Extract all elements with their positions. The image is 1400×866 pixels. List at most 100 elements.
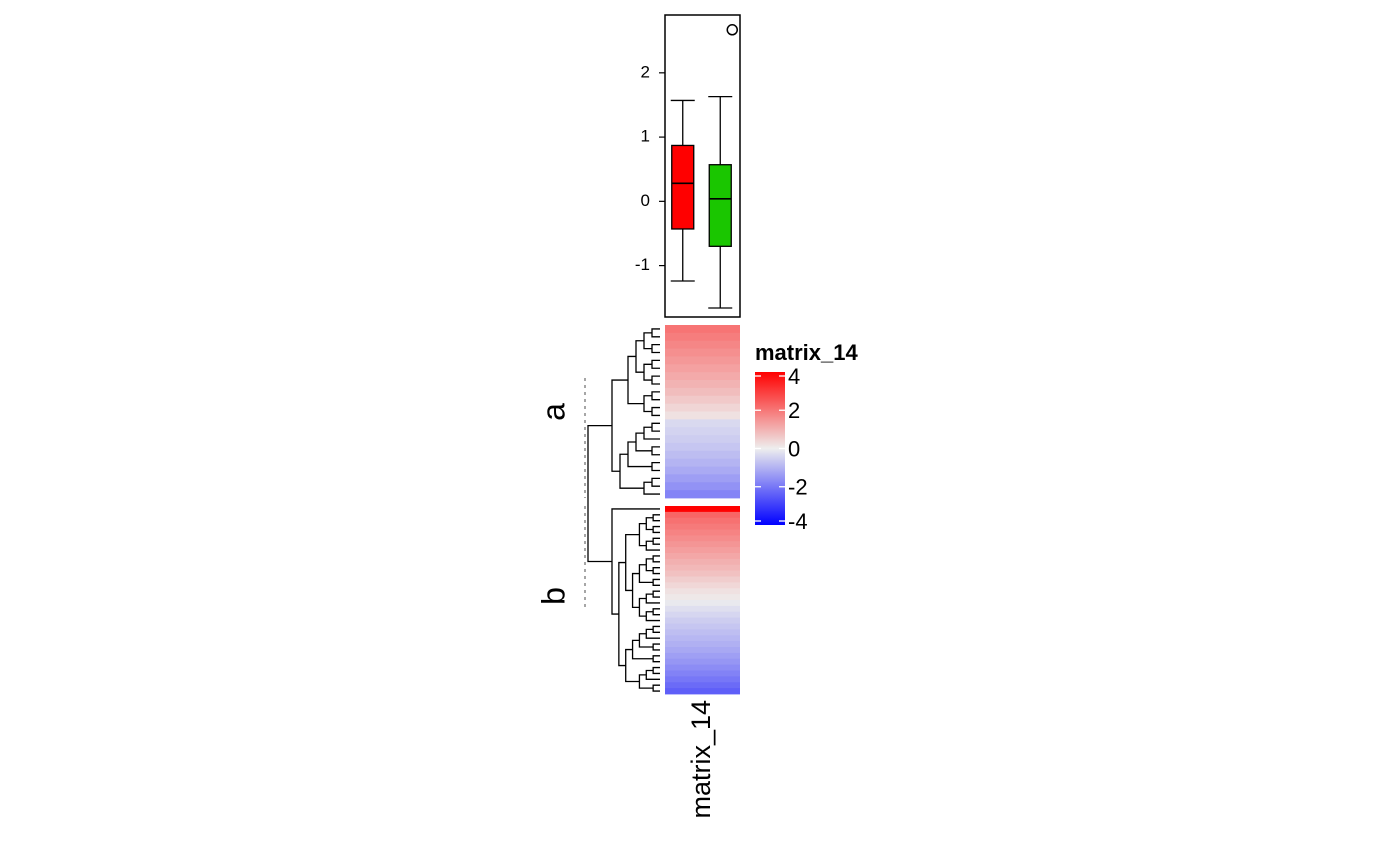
heatmap-cell bbox=[665, 594, 740, 601]
dendrogram-branch bbox=[638, 633, 654, 648]
heatmap-cell bbox=[665, 380, 740, 389]
row-dendrogram bbox=[587, 328, 660, 692]
dendrogram-branch bbox=[651, 375, 660, 385]
heatmap-cell bbox=[665, 442, 740, 452]
outlier-point bbox=[726, 24, 738, 36]
heatmap-cell bbox=[665, 641, 740, 648]
dendrogram-root bbox=[587, 424, 612, 563]
box-plot-frame bbox=[664, 14, 741, 318]
y-tick-label: -1 bbox=[635, 255, 650, 274]
y-tick-label: 1 bbox=[641, 127, 650, 146]
legend-tick-label: -2 bbox=[788, 475, 808, 500]
dendrogram-branch bbox=[638, 597, 647, 617]
heatmap-cell bbox=[665, 340, 740, 349]
heatmap-cell bbox=[665, 576, 740, 583]
box-a bbox=[671, 144, 695, 230]
dendrogram-branch bbox=[651, 391, 660, 401]
heatmap-cell bbox=[665, 419, 740, 428]
heatmap-cell bbox=[665, 611, 740, 619]
heatmap-cell bbox=[665, 511, 740, 519]
box-b bbox=[708, 164, 732, 247]
heatmap-cell bbox=[665, 582, 740, 589]
dendrogram-branch bbox=[645, 540, 660, 551]
color-legend: matrix_144 2 0 -2 -4 bbox=[755, 340, 859, 534]
heatmap-cell bbox=[665, 588, 740, 595]
heatmap-cell bbox=[665, 570, 740, 577]
heatmap-cell bbox=[665, 364, 740, 373]
heatmap-cell bbox=[665, 506, 740, 513]
heatmap-cell bbox=[665, 541, 740, 548]
dendrogram-branch bbox=[651, 477, 660, 487]
dendrogram-branch bbox=[645, 669, 660, 680]
dendrogram-branch bbox=[651, 328, 660, 338]
heatmap-cell bbox=[665, 517, 740, 525]
dendrogram-branch bbox=[652, 514, 660, 522]
dendrogram-branch bbox=[651, 359, 660, 369]
heatmap-cell bbox=[665, 652, 740, 660]
dendrogram-branch bbox=[635, 432, 652, 452]
dendrogram-branch bbox=[652, 684, 660, 692]
heatmap-cell bbox=[665, 535, 740, 542]
dendrogram-branch bbox=[631, 639, 654, 660]
dendrogram-branch bbox=[651, 344, 660, 354]
dendrogram-branch bbox=[631, 572, 640, 608]
dendrogram-branch bbox=[635, 340, 644, 373]
heatmap bbox=[665, 325, 740, 695]
heatmap-cell bbox=[665, 332, 740, 342]
legend-tick-label: -4 bbox=[788, 509, 808, 534]
heatmap-cell bbox=[665, 676, 740, 683]
dendrogram-branch bbox=[619, 453, 644, 489]
dendrogram-branch bbox=[652, 525, 660, 534]
legend-tick-label: 0 bbox=[788, 436, 800, 461]
heatmap-cell bbox=[665, 658, 740, 666]
dendrogram-branch bbox=[645, 593, 660, 604]
y-tick-label: 0 bbox=[641, 191, 650, 210]
heatmap-cell bbox=[665, 403, 740, 412]
dendrogram-branch bbox=[652, 537, 660, 545]
dendrogram-branch bbox=[627, 355, 644, 405]
dendrogram-branch bbox=[643, 481, 660, 495]
dendrogram-branch bbox=[643, 363, 652, 381]
heatmap-cell bbox=[665, 664, 740, 671]
heatmap-cell bbox=[665, 427, 740, 436]
dendrogram-branch bbox=[652, 643, 660, 651]
dendrogram-branch bbox=[652, 625, 660, 633]
row-slice-labels: ab bbox=[535, 378, 586, 608]
box-plot: -1 0 1 2 bbox=[635, 14, 741, 318]
slice-label-a: a bbox=[535, 403, 571, 421]
dendrogram-branch bbox=[651, 446, 660, 456]
heatmap-cell bbox=[665, 564, 740, 572]
heatmap-column-label: matrix_14 bbox=[686, 700, 716, 819]
dendrogram-branch bbox=[652, 567, 660, 575]
legend-tick-label: 4 bbox=[788, 364, 800, 389]
dendrogram-branch bbox=[638, 522, 647, 547]
dendrogram-branch bbox=[638, 564, 654, 584]
dendrogram-branch bbox=[652, 608, 660, 616]
y-tick-label: 2 bbox=[641, 62, 650, 81]
heatmap-cell bbox=[665, 482, 740, 491]
dendrogram-branch bbox=[625, 648, 640, 683]
heatmap-cell bbox=[665, 605, 740, 613]
heatmap-cell bbox=[665, 387, 740, 397]
heatmap-cell bbox=[665, 523, 740, 530]
dendrogram-branch bbox=[651, 406, 660, 417]
heatmap-cell bbox=[665, 553, 740, 560]
heatmap-cell bbox=[665, 348, 740, 357]
dendrogram-branch bbox=[625, 533, 640, 592]
dendrogram-branch bbox=[651, 422, 660, 432]
heatmap-cell bbox=[665, 647, 740, 654]
dendrogram-branch bbox=[643, 395, 652, 413]
heatmap-cell bbox=[665, 600, 740, 607]
dendrogram-branch bbox=[652, 578, 660, 586]
dendrogram-branch bbox=[652, 666, 660, 675]
heatmap-cell bbox=[665, 629, 740, 636]
heatmap-cell bbox=[665, 356, 740, 365]
heatmap-cell bbox=[665, 395, 740, 405]
slice-label-b: b bbox=[535, 587, 571, 605]
dendrogram-branch bbox=[645, 611, 660, 622]
heatmap-cell bbox=[665, 490, 740, 499]
dendrogram-branch bbox=[643, 332, 652, 350]
dendrogram-branch bbox=[645, 558, 654, 572]
dendrogram-branch bbox=[651, 461, 660, 472]
